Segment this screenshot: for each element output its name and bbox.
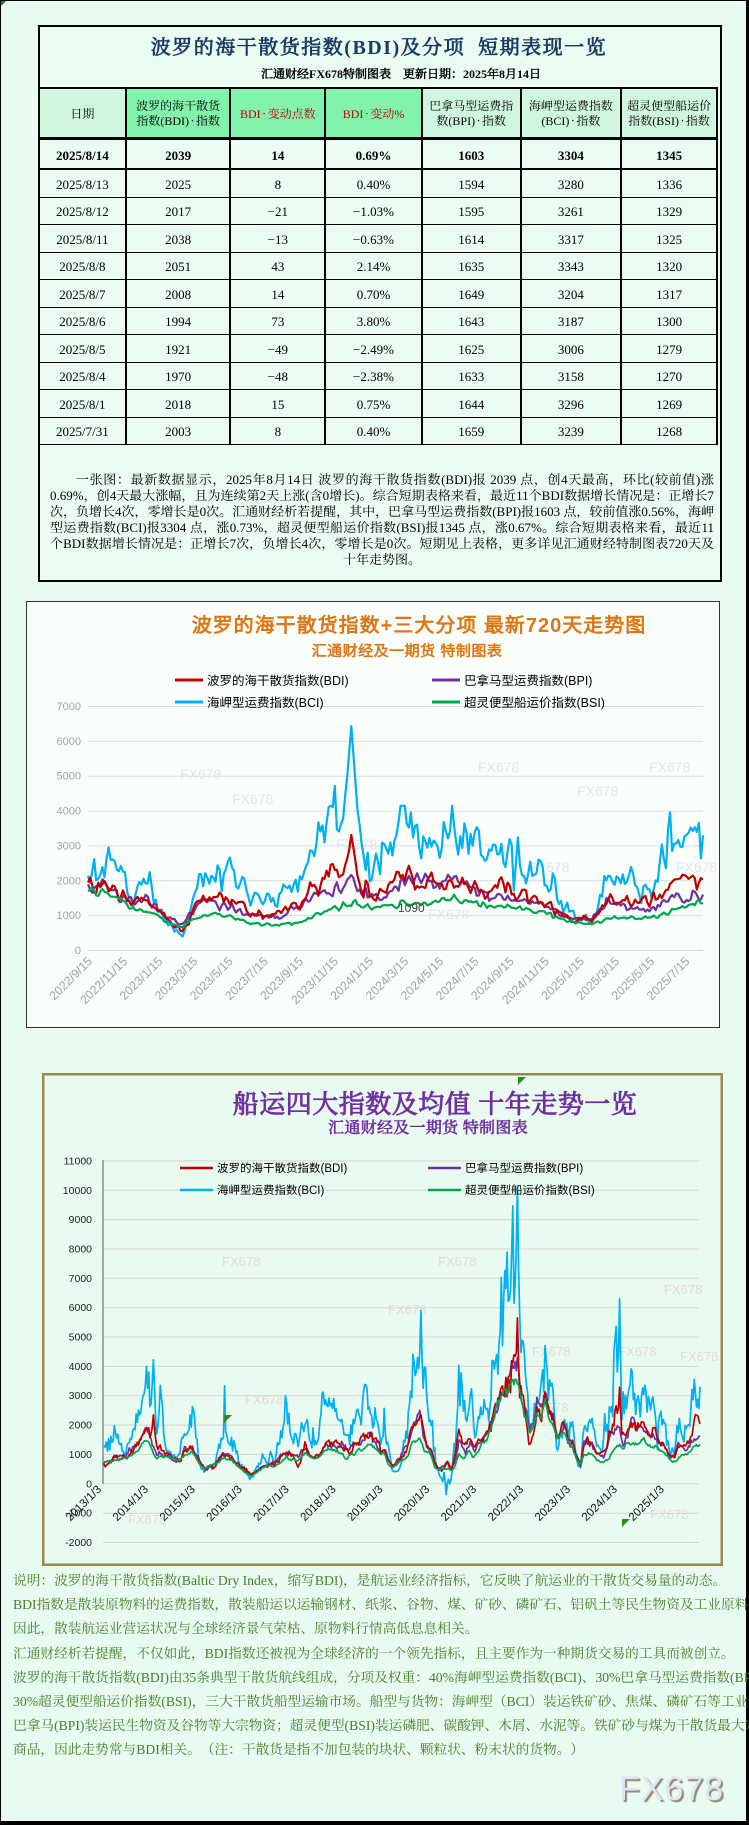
svg-text:FX678: FX678 xyxy=(245,1392,283,1407)
svg-text:-2000: -2000 xyxy=(65,1537,92,1549)
svg-text:10000: 10000 xyxy=(63,1185,92,1197)
svg-text:FX678: FX678 xyxy=(618,1344,656,1359)
svg-text:0: 0 xyxy=(75,945,81,957)
svg-text:FX678: FX678 xyxy=(428,906,469,922)
svg-text:FX678: FX678 xyxy=(650,1507,688,1522)
svg-text:4000: 4000 xyxy=(69,1361,93,1373)
svg-text:5000: 5000 xyxy=(57,771,81,783)
svg-text:FX678: FX678 xyxy=(180,766,221,782)
svg-text:3000: 3000 xyxy=(69,1390,93,1402)
svg-text:船运四大指数及均值 十年走势一览: 船运四大指数及均值 十年走势一览 xyxy=(233,1084,638,1121)
svg-text:FX678: FX678 xyxy=(232,791,273,807)
svg-text:3000: 3000 xyxy=(57,840,81,852)
svg-text:汇通财经及一期货 特制图表: 汇通财经及一期货 特制图表 xyxy=(328,1115,528,1138)
svg-text:9000: 9000 xyxy=(69,1214,93,1226)
svg-text:波罗的海干散货指数(BDI): 波罗的海干散货指数(BDI) xyxy=(207,670,349,689)
svg-text:FX678: FX678 xyxy=(676,859,717,875)
svg-text:巴拿马型运费指数(BPI): 巴拿马型运费指数(BPI) xyxy=(465,1160,583,1176)
svg-text:FX678: FX678 xyxy=(577,783,618,799)
svg-text:FX678: FX678 xyxy=(532,1344,570,1359)
svg-text:7000: 7000 xyxy=(69,1273,93,1285)
svg-text:-1000: -1000 xyxy=(65,1508,92,1520)
svg-text:波罗的海干散货指数+三大分项 最新720天走势图: 波罗的海干散货指数+三大分项 最新720天走势图 xyxy=(192,609,647,638)
svg-text:1090: 1090 xyxy=(398,901,425,915)
svg-text:8000: 8000 xyxy=(69,1244,93,1256)
svg-text:超灵便型船运价指数(BSI): 超灵便型船运价指数(BSI) xyxy=(464,692,605,711)
svg-text:2000: 2000 xyxy=(69,1420,93,1432)
svg-text:6000: 6000 xyxy=(57,736,81,748)
svg-text:FX678: FX678 xyxy=(680,1349,718,1364)
svg-text:7000: 7000 xyxy=(57,701,81,713)
svg-text:巴拿马型运费指数(BPI): 巴拿马型运费指数(BPI) xyxy=(464,670,592,689)
svg-text:FX678: FX678 xyxy=(649,759,690,775)
svg-text:FX678: FX678 xyxy=(438,1254,476,1269)
svg-text:FX678: FX678 xyxy=(388,1302,426,1317)
svg-text:4000: 4000 xyxy=(57,806,81,818)
svg-text:汇通财经及一期货 特制图表: 汇通财经及一期货 特制图表 xyxy=(312,640,503,661)
svg-text:6000: 6000 xyxy=(69,1302,93,1314)
svg-text:FX678: FX678 xyxy=(128,1512,166,1527)
svg-text:5000: 5000 xyxy=(69,1332,93,1344)
svg-text:1000: 1000 xyxy=(57,910,81,922)
svg-text:FX678: FX678 xyxy=(528,859,569,875)
svg-text:11000: 11000 xyxy=(64,1155,93,1167)
svg-text:2000: 2000 xyxy=(57,875,81,887)
svg-text:0: 0 xyxy=(86,1478,92,1490)
svg-text:FX678: FX678 xyxy=(478,759,519,775)
svg-text:海岬型运费指数(BCI): 海岬型运费指数(BCI) xyxy=(217,1182,324,1198)
svg-text:FX678: FX678 xyxy=(336,836,377,852)
svg-text:超灵便型船运价指数(BSI): 超灵便型船运价指数(BSI) xyxy=(465,1182,595,1198)
svg-text:FX678: FX678 xyxy=(222,1254,260,1269)
svg-text:FX678: FX678 xyxy=(664,1282,702,1297)
svg-text:波罗的海干散货指数(BDI): 波罗的海干散货指数(BDI) xyxy=(217,1160,347,1176)
svg-text:1000: 1000 xyxy=(69,1449,93,1461)
svg-text:海岬型运费指数(BCI): 海岬型运费指数(BCI) xyxy=(207,692,324,711)
